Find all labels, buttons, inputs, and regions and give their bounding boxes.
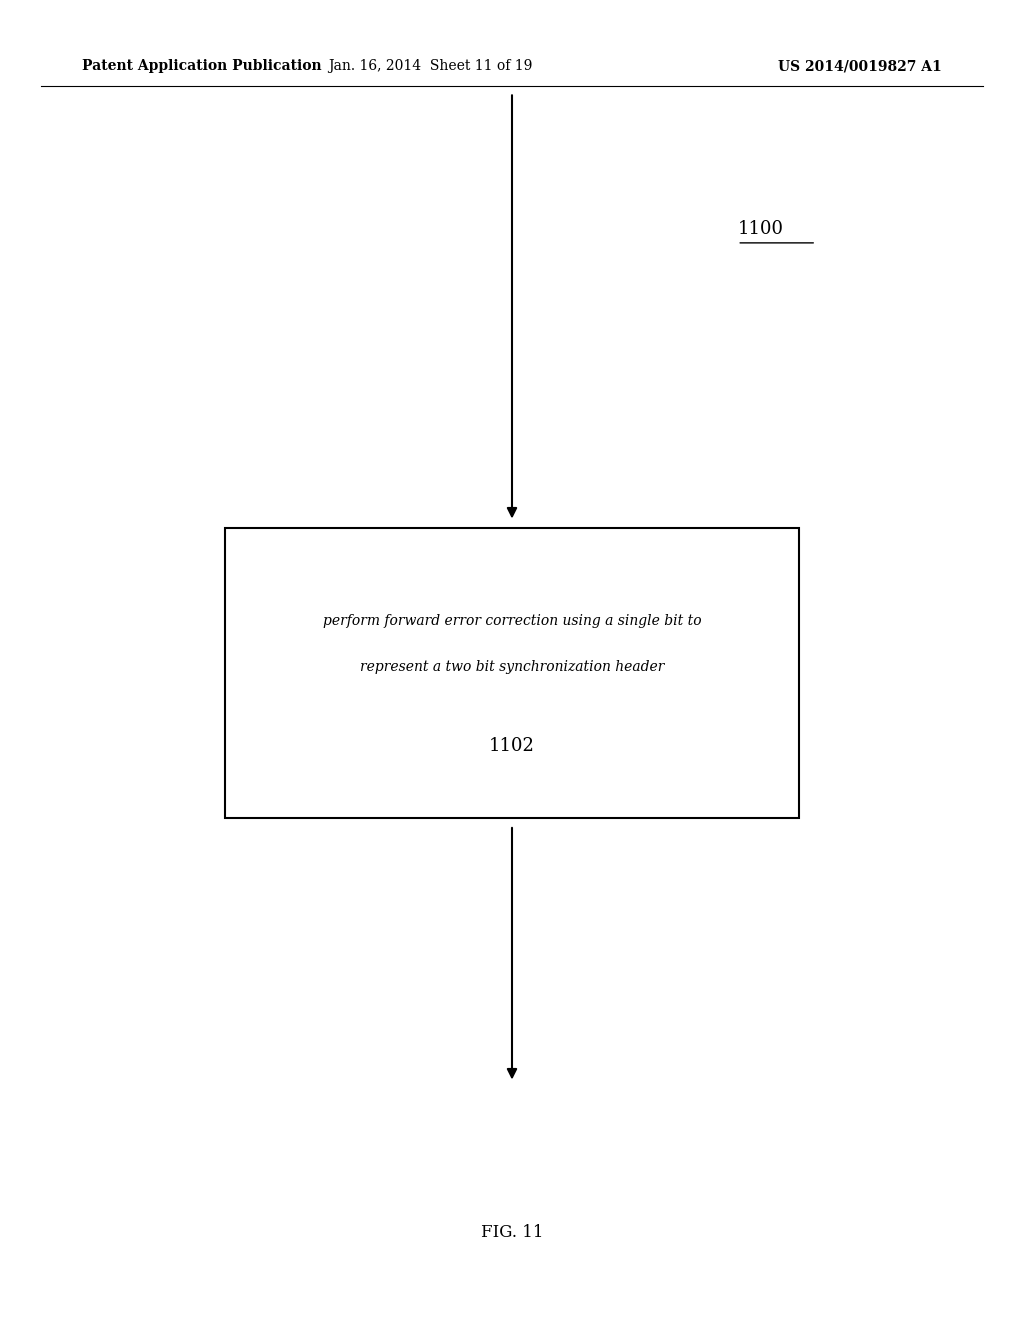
Text: represent a two bit synchronization header: represent a two bit synchronization head… (359, 660, 665, 675)
FancyBboxPatch shape (225, 528, 799, 818)
Text: US 2014/0019827 A1: US 2014/0019827 A1 (778, 59, 942, 74)
Text: Jan. 16, 2014  Sheet 11 of 19: Jan. 16, 2014 Sheet 11 of 19 (328, 59, 532, 74)
Text: perform forward error correction using a single bit to: perform forward error correction using a… (323, 614, 701, 628)
Text: 1102: 1102 (489, 737, 535, 755)
Text: Patent Application Publication: Patent Application Publication (82, 59, 322, 74)
Text: 1100: 1100 (737, 219, 783, 238)
Text: FIG. 11: FIG. 11 (480, 1224, 544, 1241)
